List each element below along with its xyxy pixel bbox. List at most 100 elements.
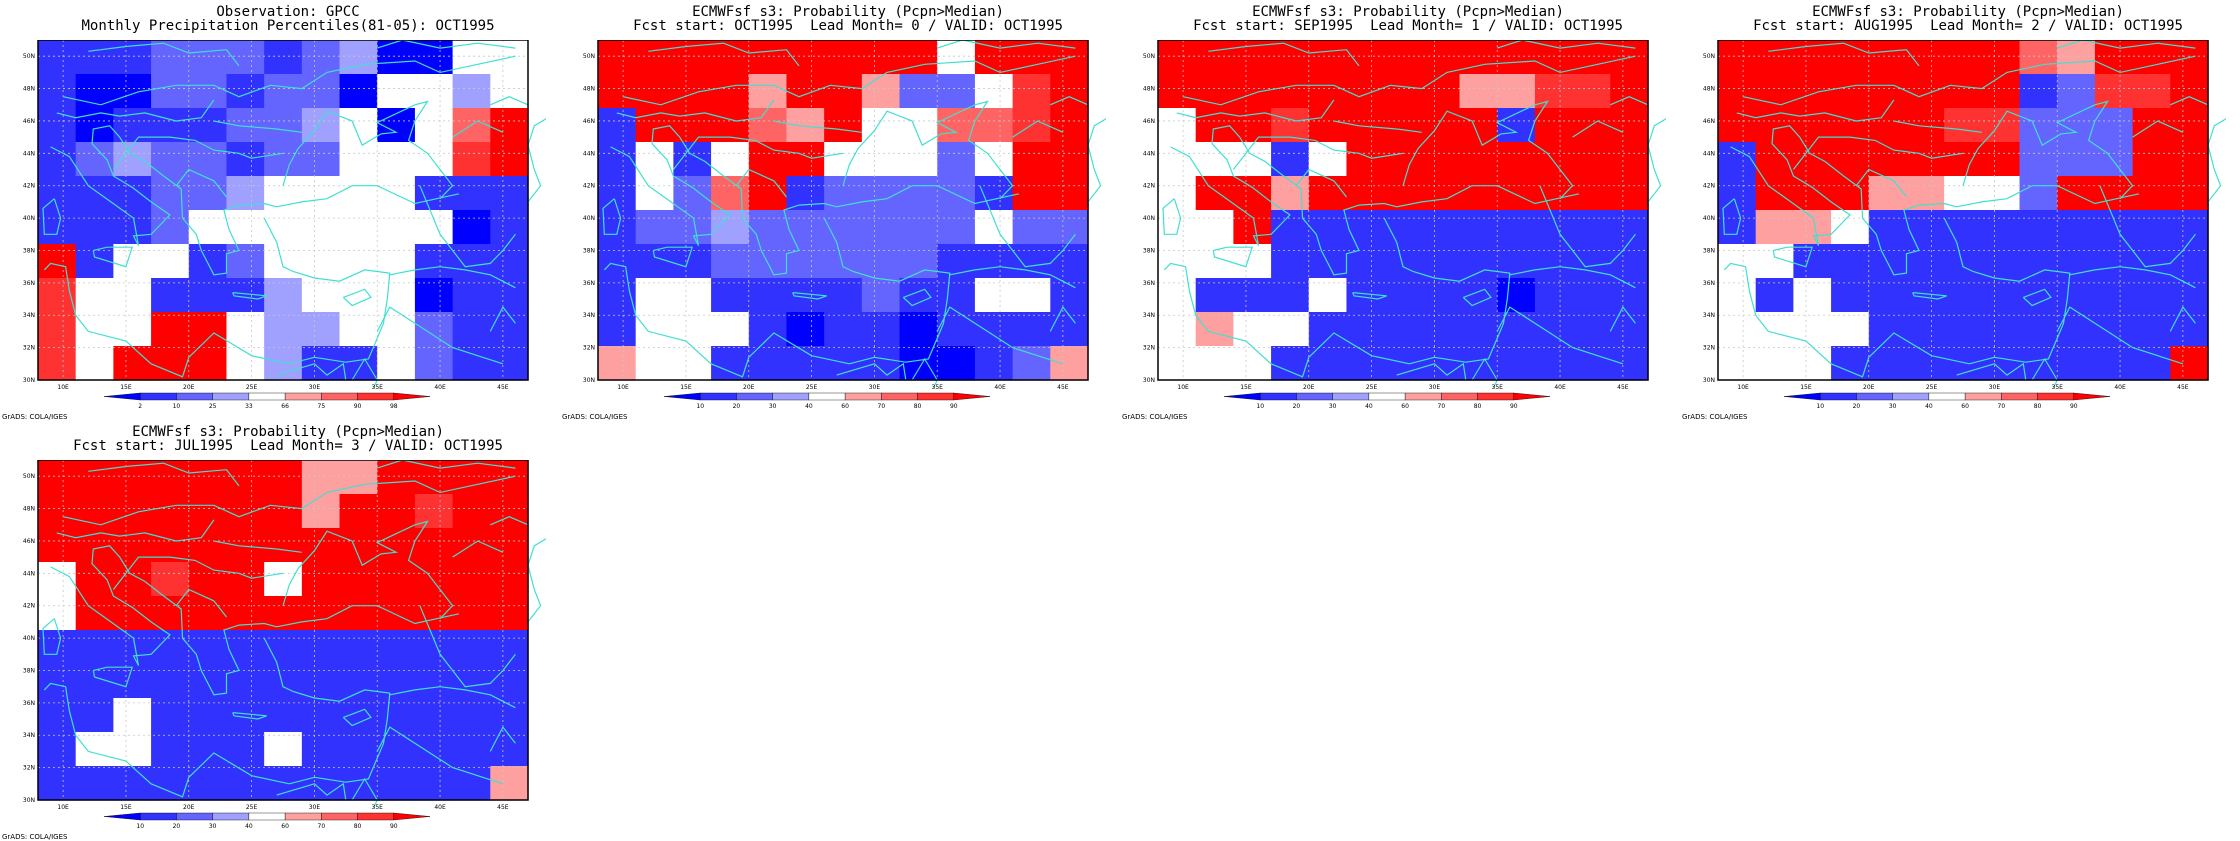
grid-cell (452, 210, 491, 245)
map-frame (597, 40, 1089, 381)
grid-cell (38, 244, 77, 279)
grid-cell (1944, 40, 1983, 75)
grid-cell (1012, 244, 1051, 279)
lat-tick-label: 44N (583, 150, 595, 157)
grid-cell (2019, 142, 2058, 177)
colorbar-swatch (1296, 392, 1333, 401)
coastline (2022, 288, 2052, 307)
colorbar-swatch (2073, 392, 2111, 401)
grid-cell (75, 698, 114, 733)
colorbar-swatch (1513, 392, 1551, 401)
grid-cell (75, 176, 114, 211)
colorbar-swatch (1223, 392, 1261, 401)
grid-cell (151, 176, 190, 211)
map-panel: ECMWFsf s3: Probability (Pcpn>Median) Fcs… (1122, 0, 1688, 421)
grid-cell (75, 210, 114, 245)
coastline (1170, 125, 1580, 276)
grid-cell (2019, 244, 2058, 279)
grid-cell (1534, 346, 1574, 381)
grid-cell (75, 312, 114, 347)
grid-cell (2094, 346, 2134, 381)
grid-cell (151, 494, 190, 529)
grid-cell (974, 278, 1014, 313)
grid-cell (188, 278, 228, 313)
coastline (1855, 168, 1907, 198)
grads-footer: GrADS: COLA/IGES (1122, 413, 1188, 421)
grid-cell (2019, 40, 2058, 75)
grid-cell (1346, 244, 1385, 279)
grid-cell (786, 210, 825, 245)
grid-cell (899, 40, 938, 75)
grid-cell (2170, 210, 2209, 245)
grid-cell (264, 244, 303, 279)
colorbar-label: 40 (1925, 403, 1933, 410)
lon-tick-label: 40E (1554, 384, 1566, 391)
lon-tick-label: 35E (372, 804, 384, 811)
grid-cell (937, 346, 976, 381)
grid-cell (1012, 312, 1051, 347)
grid-cell (264, 210, 303, 245)
grid-cell (38, 732, 77, 767)
grid-cell (377, 176, 416, 211)
grid-cell (151, 278, 190, 313)
map-panel: ECMWFsf s3: Probability (Pcpn>Median) Fcs… (1682, 0, 2240, 421)
grid-cell (1944, 278, 1983, 313)
colorbar-label: 40 (245, 823, 253, 830)
grid-cell (1718, 244, 1757, 279)
colorbar-swatch (1964, 392, 2002, 401)
grid-cell (339, 596, 378, 631)
lon-tick-label: 20E (1303, 384, 1315, 391)
grid-cell (2170, 142, 2209, 177)
grid-cell (1868, 40, 1908, 75)
grid-cell (748, 108, 788, 143)
lon-tick-label: 30E (869, 384, 881, 391)
grid-cell (38, 108, 77, 143)
grid-cell (301, 176, 341, 211)
grid-cell (1831, 278, 1870, 313)
grid-cell (1195, 278, 1234, 313)
coastline (1012, 120, 1064, 138)
lat-tick-label: 44N (1703, 150, 1715, 157)
grid-cell (264, 562, 303, 597)
grid-cell (1572, 278, 1611, 313)
grid-cell (1981, 278, 2021, 313)
coastline (88, 42, 240, 67)
grid-cell (1050, 108, 1089, 143)
grid-cell (635, 108, 674, 143)
grid-cell (2132, 210, 2171, 245)
map-panel: ECMWFsf s3: Probability (Pcpn>Median) Fcs… (562, 0, 1128, 421)
map-panel: Observation: GPCC Monthly Precipitation P… (2, 0, 568, 421)
grid-cell (377, 74, 416, 109)
coastline (2057, 40, 2196, 49)
grid-cell (377, 562, 416, 597)
coastline (351, 357, 378, 389)
lat-tick-label: 40N (23, 635, 35, 642)
grid-cell (1233, 74, 1272, 109)
colorbar-label: 25 (209, 403, 217, 410)
coastline (1176, 99, 1335, 122)
grid-cell (1158, 244, 1197, 279)
grid-cell (377, 346, 416, 381)
coastline (1723, 217, 2071, 378)
grid-cell (937, 210, 976, 245)
colorbar-swatch (772, 392, 810, 401)
grid-cell (786, 74, 825, 109)
grid-cell (339, 278, 378, 313)
colorbar-label: 66 (281, 403, 289, 410)
coastline (1232, 136, 1404, 170)
grid-cell (2019, 74, 2058, 109)
grid-cell (226, 732, 265, 767)
colorbar-label: 20 (733, 403, 741, 410)
coastline (419, 605, 516, 688)
coastline (1730, 125, 2140, 276)
grid-cell (38, 74, 77, 109)
coastline (1087, 118, 1106, 203)
grid-cell (2057, 142, 2096, 177)
grid-cell (226, 596, 265, 631)
grid-cell (452, 278, 491, 313)
lat-tick-label: 44N (23, 570, 35, 577)
grid-cell (673, 278, 712, 313)
grid-cell (1233, 176, 1272, 211)
grid-cell (974, 244, 1014, 279)
coastline (1496, 306, 1624, 365)
